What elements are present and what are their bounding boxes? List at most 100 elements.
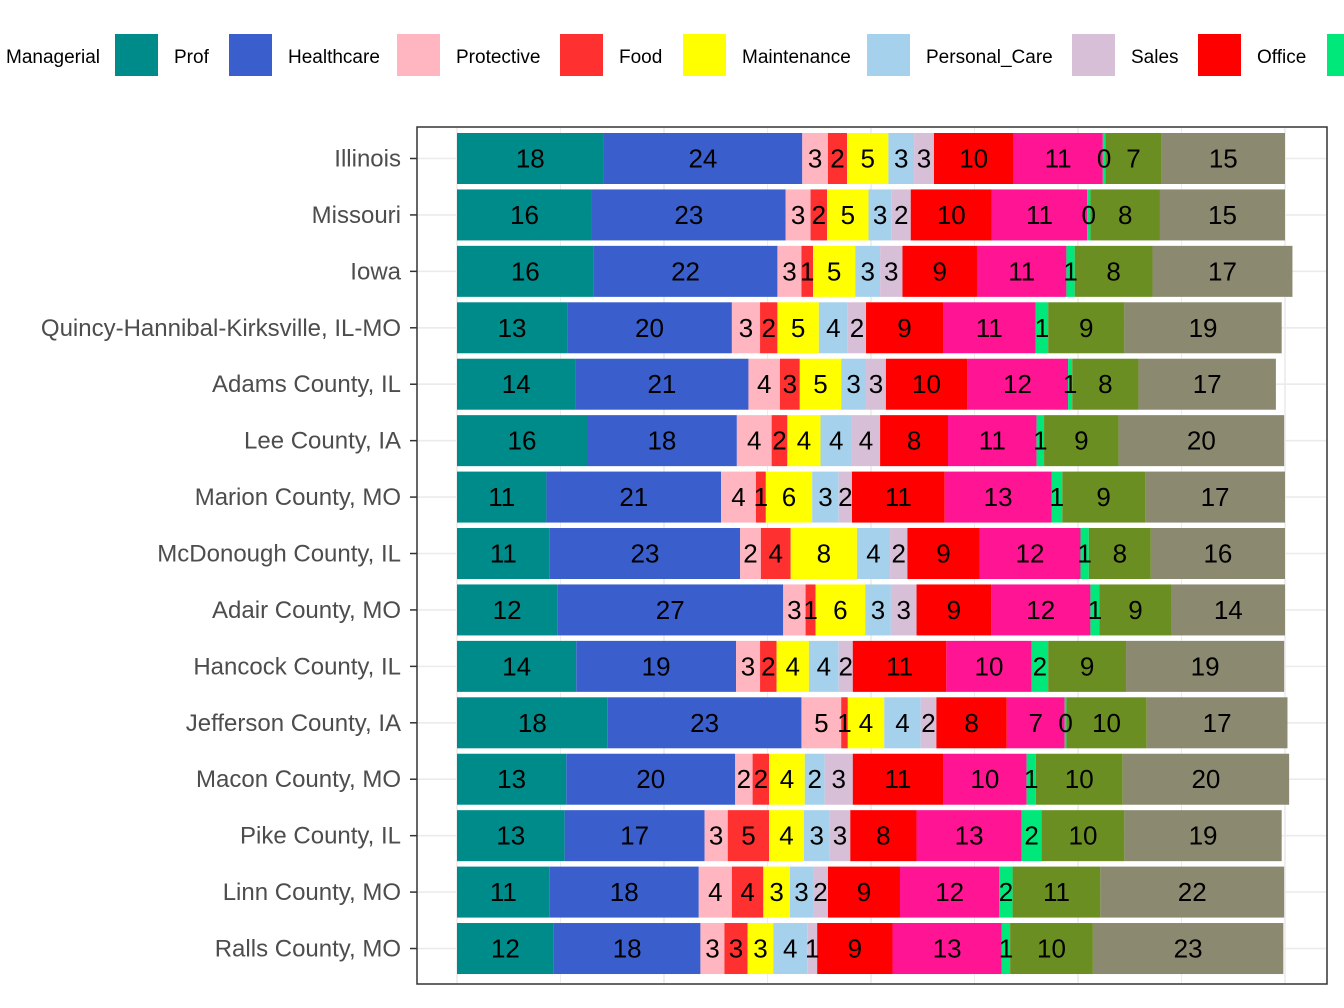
bar-segment-prof <box>576 640 737 692</box>
bar-segment-series-12 <box>1124 302 1282 354</box>
bar-segment-protective <box>827 133 847 184</box>
bar-value-label: 22 <box>1178 877 1207 907</box>
bar-segment-protective <box>841 697 848 749</box>
bar-value-label: 1 <box>1063 369 1077 399</box>
bar-value-label: 3 <box>846 369 860 399</box>
bar-segment-series-10 <box>1035 302 1049 354</box>
bar-segment-food <box>813 245 856 297</box>
bar-segment-healthcare <box>802 133 828 184</box>
bar-segment-healthcare <box>777 245 802 297</box>
bar-value-label: 3 <box>705 934 719 964</box>
bar-segment-protective <box>760 640 777 692</box>
bar-segment-series-10 <box>1036 415 1045 467</box>
bar-value-label: 13 <box>933 934 962 964</box>
bar-value-label: 8 <box>817 539 831 569</box>
bar-value-label: 9 <box>1128 595 1142 625</box>
bar-value-label: 6 <box>833 595 847 625</box>
y-axis: Illinois Missouri Iowa Quincy-Hannibal-Kirk… <box>41 146 417 963</box>
bar-value-label: 24 <box>688 144 717 174</box>
bar-segment-maintenance <box>773 923 808 975</box>
bar-value-label: 17 <box>1201 482 1230 512</box>
y-tick-label: Ralls County, MO <box>215 936 401 963</box>
bar-value-label: 3 <box>791 200 805 230</box>
bar-segment-personal-care <box>824 753 853 805</box>
bar-segment-managerial <box>457 471 547 523</box>
bar-segment-sales <box>852 753 944 805</box>
bar-value-label: 2 <box>761 651 775 681</box>
bar-value-label: 19 <box>642 651 671 681</box>
bar-segment-food <box>769 753 805 805</box>
bar-value-label: 1 <box>1063 256 1077 286</box>
bar-segment-prof <box>553 923 701 975</box>
legend-label-office: Office <box>1257 47 1306 68</box>
bar-value-label: 2 <box>839 651 853 681</box>
bar-value-label: 17 <box>620 821 649 851</box>
bar-segment-sales <box>817 923 893 975</box>
bar-value-label: 20 <box>636 764 665 794</box>
bar-value-label: 1 <box>1077 539 1091 569</box>
bar-value-label: 3 <box>884 256 898 286</box>
bar-value-label: 4 <box>757 369 771 399</box>
bar-segment-maintenance <box>803 810 830 862</box>
legend-key <box>683 34 726 76</box>
bar-value-label: 12 <box>1016 539 1045 569</box>
bar-value-label: 10 <box>975 651 1004 681</box>
bar-segment-series-12 <box>1161 133 1285 184</box>
bar-value-label: 3 <box>869 369 883 399</box>
bar-value-label: 11 <box>979 426 1006 456</box>
bar-segment-series-11 <box>1010 923 1093 975</box>
bar-value-label: 2 <box>762 313 776 343</box>
bar-value-label: 3 <box>894 144 908 174</box>
bar-segment-series-12 <box>1126 640 1285 692</box>
bar-value-label: 3 <box>871 595 885 625</box>
bar-segment-maintenance <box>808 640 839 692</box>
legend-key <box>397 34 440 76</box>
bar-segment-series-12 <box>1100 866 1285 918</box>
bar-segment-series-10 <box>1080 528 1089 580</box>
bar-value-label: 9 <box>932 256 946 286</box>
bar-segment-sales <box>851 471 945 523</box>
bar-value-label: 8 <box>1118 200 1132 230</box>
bar-segment-series-12 <box>1152 245 1293 297</box>
bar-segment-series-12 <box>1124 810 1282 862</box>
legend-label-managerial: Managerial <box>6 47 100 68</box>
bar-segment-sales <box>850 810 917 862</box>
bar-segment-sales <box>902 245 977 297</box>
bar-segment-food <box>769 810 804 862</box>
bar-value-label: 18 <box>516 144 545 174</box>
bar-value-label: 12 <box>493 595 522 625</box>
bar-segment-maintenance <box>856 528 891 580</box>
bar-value-label: 2 <box>921 708 935 738</box>
bar-segment-food <box>763 866 790 918</box>
bar-segment-office <box>946 640 1032 692</box>
bar-value-label: 10 <box>1065 764 1094 794</box>
bar-value-label: 11 <box>490 877 517 907</box>
bar-value-label: 2 <box>1033 651 1047 681</box>
bar-segment-office <box>948 415 1037 467</box>
bar-segment-protective <box>810 189 828 241</box>
bar-segment-personal-care <box>829 810 851 862</box>
bar-segment-prof <box>591 189 786 241</box>
y-tick-label: Illinois <box>334 146 401 173</box>
bar-value-label: 1 <box>754 482 768 512</box>
bar-segment-prof <box>549 866 699 918</box>
bar-segment-office <box>991 189 1088 241</box>
bar-segment-series-11 <box>1074 245 1153 297</box>
bar-value-label: 4 <box>769 539 783 569</box>
bar-value-label: 15 <box>1208 200 1237 230</box>
bar-segment-series-11 <box>1072 358 1139 410</box>
bar-value-label: 17 <box>1193 369 1222 399</box>
bar-segment-series-10 <box>1026 753 1036 805</box>
bar-segment-maintenance <box>855 245 881 297</box>
bar-value-label: 4 <box>731 482 745 512</box>
bar-value-label: 1 <box>1088 595 1102 625</box>
bar-segment-series-10 <box>1021 810 1042 862</box>
bar-value-label: 16 <box>1203 539 1232 569</box>
bar-segment-personal-care <box>813 866 828 918</box>
bar-segment-personal-care <box>851 415 881 467</box>
bar-value-label: 9 <box>897 313 911 343</box>
bar-segment-protective <box>779 358 800 410</box>
bar-segment-maintenance <box>812 471 839 523</box>
bar-segment-managerial <box>457 358 576 410</box>
bar-segment-healthcare <box>704 810 728 862</box>
